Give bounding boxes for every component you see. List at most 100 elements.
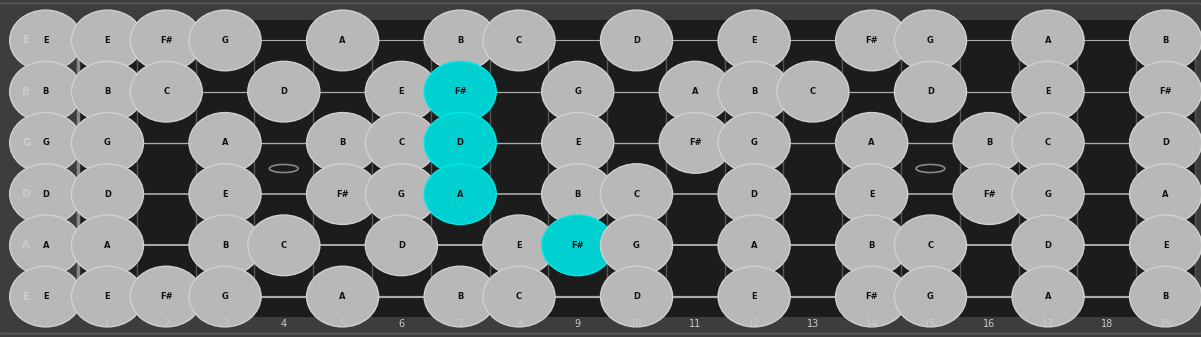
Ellipse shape xyxy=(600,164,673,224)
Text: B: B xyxy=(104,87,110,96)
Text: E: E xyxy=(222,190,228,198)
Ellipse shape xyxy=(542,215,614,276)
Text: G: G xyxy=(22,138,31,148)
Text: F#: F# xyxy=(160,292,173,301)
Text: B: B xyxy=(1163,292,1169,301)
Ellipse shape xyxy=(836,113,908,173)
Text: E: E xyxy=(43,36,48,45)
Ellipse shape xyxy=(10,266,82,327)
Text: G: G xyxy=(42,139,49,147)
Ellipse shape xyxy=(306,266,378,327)
Text: G: G xyxy=(1045,190,1051,198)
Text: E: E xyxy=(399,87,405,96)
Ellipse shape xyxy=(424,164,496,224)
Ellipse shape xyxy=(600,215,673,276)
Ellipse shape xyxy=(954,164,1026,224)
Text: A: A xyxy=(1163,190,1169,198)
Text: B: B xyxy=(458,36,464,45)
Text: A: A xyxy=(42,241,49,250)
Text: 5: 5 xyxy=(340,318,346,329)
Ellipse shape xyxy=(1012,61,1085,122)
Ellipse shape xyxy=(483,10,555,71)
Text: F#: F# xyxy=(336,190,349,198)
Text: B: B xyxy=(1163,36,1169,45)
Text: 17: 17 xyxy=(1041,318,1054,329)
Ellipse shape xyxy=(306,10,378,71)
Ellipse shape xyxy=(895,10,967,71)
Ellipse shape xyxy=(130,266,202,327)
Ellipse shape xyxy=(659,61,731,122)
Text: A: A xyxy=(23,240,30,250)
Ellipse shape xyxy=(10,164,82,224)
Ellipse shape xyxy=(365,61,437,122)
Ellipse shape xyxy=(895,215,967,276)
Ellipse shape xyxy=(542,164,614,224)
Text: F#: F# xyxy=(866,292,878,301)
Ellipse shape xyxy=(247,215,319,276)
Ellipse shape xyxy=(718,164,790,224)
Ellipse shape xyxy=(1130,164,1201,224)
Text: D: D xyxy=(456,139,464,147)
Ellipse shape xyxy=(600,10,673,71)
Ellipse shape xyxy=(954,113,1026,173)
Text: A: A xyxy=(222,139,228,147)
Ellipse shape xyxy=(542,61,614,122)
Ellipse shape xyxy=(718,10,790,71)
Text: A: A xyxy=(751,241,758,250)
Text: E: E xyxy=(752,292,757,301)
Ellipse shape xyxy=(659,113,731,173)
Ellipse shape xyxy=(718,61,790,122)
Text: E: E xyxy=(1163,241,1169,250)
Text: G: G xyxy=(222,292,228,301)
Text: D: D xyxy=(633,36,640,45)
Text: E: E xyxy=(868,190,874,198)
Ellipse shape xyxy=(1130,215,1201,276)
FancyBboxPatch shape xyxy=(78,20,1195,317)
Ellipse shape xyxy=(189,113,261,173)
Ellipse shape xyxy=(836,215,908,276)
Text: E: E xyxy=(23,35,30,45)
Text: C: C xyxy=(281,241,287,250)
Ellipse shape xyxy=(836,164,908,224)
Text: 18: 18 xyxy=(1100,318,1113,329)
Text: C: C xyxy=(516,36,522,45)
Ellipse shape xyxy=(1130,113,1201,173)
Ellipse shape xyxy=(306,113,378,173)
Text: B: B xyxy=(340,139,346,147)
Text: A: A xyxy=(868,139,874,147)
Text: E: E xyxy=(1045,87,1051,96)
Text: D: D xyxy=(42,190,49,198)
Text: F#: F# xyxy=(454,87,466,96)
Text: E: E xyxy=(23,292,30,302)
Text: B: B xyxy=(574,190,581,198)
Text: A: A xyxy=(104,241,110,250)
Text: 2: 2 xyxy=(163,318,169,329)
Text: C: C xyxy=(809,87,815,96)
Ellipse shape xyxy=(542,113,614,173)
Ellipse shape xyxy=(10,113,82,173)
Text: D: D xyxy=(1163,139,1169,147)
Ellipse shape xyxy=(1012,164,1085,224)
Ellipse shape xyxy=(600,266,673,327)
Text: E: E xyxy=(752,36,757,45)
Ellipse shape xyxy=(718,215,790,276)
Text: 12: 12 xyxy=(748,318,760,329)
Text: G: G xyxy=(751,139,758,147)
Text: B: B xyxy=(222,241,228,250)
Text: 15: 15 xyxy=(925,318,937,329)
Text: A: A xyxy=(1045,292,1051,301)
Ellipse shape xyxy=(1012,113,1085,173)
Text: E: E xyxy=(516,241,521,250)
Text: 8: 8 xyxy=(516,318,522,329)
Text: G: G xyxy=(927,292,934,301)
Ellipse shape xyxy=(10,10,82,71)
Text: G: G xyxy=(398,190,405,198)
Text: G: G xyxy=(574,87,581,96)
Ellipse shape xyxy=(424,10,496,71)
Text: D: D xyxy=(280,87,287,96)
Text: 13: 13 xyxy=(807,318,819,329)
Ellipse shape xyxy=(895,61,967,122)
Ellipse shape xyxy=(718,266,790,327)
Text: C: C xyxy=(399,139,405,147)
Ellipse shape xyxy=(1130,61,1201,122)
